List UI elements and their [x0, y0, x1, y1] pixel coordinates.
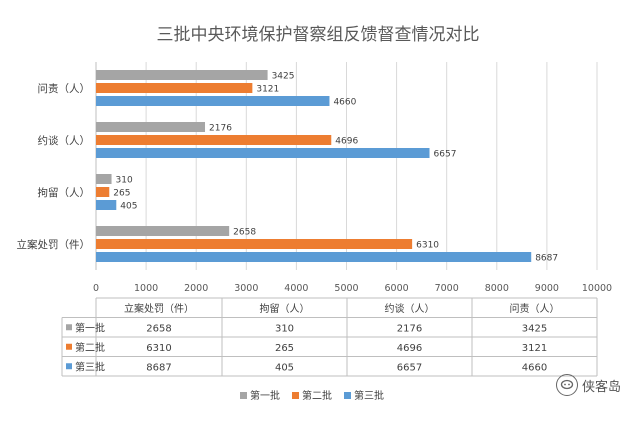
data-label: 3121: [256, 85, 279, 95]
table-cell: 8687: [146, 363, 171, 374]
x-tick-label: 1000: [134, 283, 158, 294]
legend-label: 第三批: [354, 389, 384, 402]
legend-key: [292, 392, 299, 399]
bar: [96, 135, 332, 145]
table-cell: 2658: [146, 324, 171, 335]
table-cell: 4696: [397, 343, 422, 354]
table-header: 约谈（人）: [385, 302, 435, 315]
watermark: 侠客岛: [555, 373, 621, 397]
bar: [96, 239, 413, 249]
x-tick-label: 8000: [485, 283, 509, 294]
table-series-name: 第一批: [75, 322, 105, 335]
bar: [96, 96, 330, 106]
legend-key: [240, 392, 247, 399]
data-label: 4696: [335, 137, 358, 147]
bar: [96, 187, 110, 197]
x-tick-label: 7000: [435, 283, 459, 294]
x-tick-label: 6000: [385, 283, 409, 294]
x-tick-label: 0: [93, 283, 99, 294]
bar: [96, 200, 117, 210]
table-legend-key: [66, 363, 72, 370]
category-label: 立案处罚（件）: [17, 238, 91, 251]
table-cell: 405: [275, 363, 294, 374]
data-label: 6310: [416, 241, 439, 251]
legend-key: [344, 392, 351, 399]
x-tick-label: 4000: [284, 283, 308, 294]
bar: [96, 148, 430, 158]
table-legend-key: [66, 324, 72, 331]
x-tick-label: 3000: [234, 283, 258, 294]
table-header: 问责（人）: [510, 302, 560, 315]
bar: [96, 122, 206, 132]
bar: [96, 70, 268, 80]
data-table: 立案处罚（件） 拘留（人） 约谈（人） 问责（人） 第一批 2658 310 2176 3425…: [61, 297, 598, 377]
table-cell: 6657: [397, 363, 422, 374]
data-label: 4660: [333, 98, 356, 108]
watermark-text: 侠客岛: [581, 379, 621, 395]
data-label: 405: [120, 202, 137, 212]
table-cell: 6310: [146, 343, 171, 354]
labels: 立案处罚（件） 2658 6310 8687 拘留（人） 310 265 405 约谈（人） 21…: [17, 72, 559, 264]
bars: [96, 70, 532, 262]
table-series-name: 第二批: [75, 341, 105, 354]
category-label: 约谈（人）: [38, 134, 91, 147]
table-cell: 310: [275, 324, 294, 335]
data-label: 6657: [434, 150, 457, 160]
table-series-name: 第三批: [75, 361, 105, 374]
table-cell: 4660: [522, 363, 547, 374]
chat-bubble-icon: [555, 374, 578, 396]
table-cell: 3121: [522, 343, 547, 354]
category-label: 拘留（人）: [38, 186, 91, 199]
x-tick-label: 10000: [582, 283, 612, 294]
data-label: 8687: [535, 254, 558, 264]
bar: [96, 252, 532, 262]
legend: 第一批 第二批 第三批: [240, 389, 384, 402]
legend-label: 第一批: [250, 389, 280, 402]
table-legend-key: [66, 343, 72, 350]
table-cell: 3425: [522, 324, 547, 335]
data-label: 2176: [209, 124, 232, 134]
bar: [96, 174, 112, 184]
bar: [96, 83, 253, 93]
data-label: 3425: [272, 72, 295, 82]
table-header: 立案处罚（件）: [124, 302, 194, 315]
data-label: 265: [113, 189, 130, 199]
table-cell: 2176: [397, 324, 422, 335]
x-tick-label: 5000: [334, 283, 358, 294]
category-label: 问责（人）: [38, 82, 91, 95]
legend-label: 第二批: [302, 389, 332, 402]
bar: [96, 226, 230, 236]
x-tick-label: 2000: [184, 283, 208, 294]
table-header: 拘留（人）: [260, 302, 310, 315]
data-label: 310: [116, 176, 133, 186]
table-cell: 265: [275, 343, 294, 354]
chart-title: 三批中央环境保护督察组反馈督查情况对比: [157, 25, 480, 45]
x-tick-label: 9000: [535, 283, 559, 294]
data-label: 2658: [233, 228, 256, 238]
